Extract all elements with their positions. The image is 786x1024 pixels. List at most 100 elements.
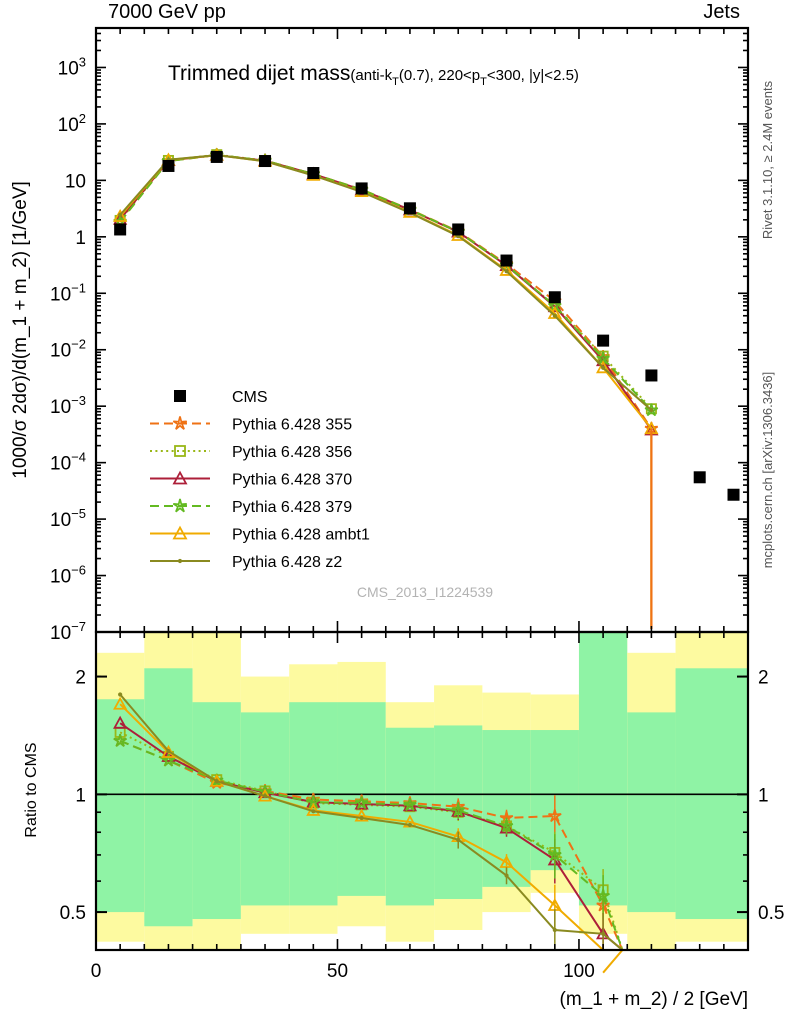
legend-item-pythia-6-428-ambt1[interactable] (150, 525, 210, 540)
ratio-uncertainty-bands (96, 632, 748, 950)
data-marker (118, 212, 123, 217)
x-tick-label: 0 (91, 961, 102, 982)
legend-label: Pythia 6.428 379 (232, 499, 352, 516)
header-analysis-category: Jets (703, 1, 740, 23)
series-line (119, 154, 653, 431)
data-marker (214, 779, 219, 784)
y-tick-label: 102 (58, 111, 86, 136)
data-marker (114, 223, 127, 236)
data-marker (727, 488, 740, 501)
legend-label: Pythia 6.428 370 (232, 472, 352, 489)
data-marker (262, 793, 268, 799)
data-marker (499, 819, 514, 832)
legend-label: Pythia 6.428 ambt1 (232, 527, 370, 544)
data-marker (113, 696, 128, 710)
y-tick-label: 103 (58, 54, 86, 79)
axis-ticks (95, 27, 749, 951)
x-tick-label: 100 (563, 961, 595, 982)
ratio-pythia-6-428-379 (113, 734, 624, 951)
series-line (119, 153, 653, 410)
y-tick-label: 1 (75, 228, 86, 249)
data-marker (172, 525, 188, 540)
data-marker (113, 734, 127, 747)
legend (150, 390, 210, 564)
legend-item-pythia-6-428-370[interactable] (150, 470, 210, 485)
series-pythia-6-428-ambt1 (113, 147, 659, 435)
data-marker (548, 291, 561, 304)
ratio-y-tick-label: 0.5 (60, 903, 86, 924)
ratio-pythia-6-428-z2 (118, 692, 624, 951)
legend-item-pythia-6-428-379[interactable] (150, 498, 210, 513)
y-tick-label: 10−7 (50, 619, 86, 644)
side-label-mcplots: mcplots.cern.ch [arXiv:1306.3436] (760, 372, 775, 569)
x-tick-label: 50 (327, 961, 348, 982)
band-green (192, 702, 241, 920)
data-marker (172, 498, 188, 513)
data-marker (403, 798, 417, 811)
data-marker (113, 715, 128, 729)
data-marker (162, 159, 175, 172)
ratio-y-tick-label-right: 1 (758, 785, 769, 806)
data-marker (359, 815, 364, 821)
header-collision-energy: 7000 GeV pp (108, 1, 226, 23)
data-marker (210, 150, 223, 163)
legend-item-pythia-6-428-355[interactable] (150, 416, 210, 430)
ratio-y-tick-label-right: 0.5 (758, 903, 784, 924)
series-pythia-6-428-370 (113, 147, 659, 436)
data-marker (166, 748, 171, 754)
data-marker (407, 822, 413, 828)
legend-label: Pythia 6.428 356 (232, 444, 352, 461)
series-pythia-6-428-379 (113, 148, 659, 417)
series-line (119, 154, 653, 430)
data-marker (645, 369, 658, 382)
data-marker (403, 202, 416, 215)
data-marker (354, 808, 369, 822)
data-marker (552, 313, 557, 318)
data-marker (174, 390, 186, 402)
legend-item-pythia-6-428-z2[interactable] (150, 558, 210, 564)
x-axis-label: (m_1 + m_2) / 2 [GeV] (560, 989, 749, 1010)
ratio-y-tick-label-right: 2 (758, 668, 769, 689)
series-pythia-6-428-356 (114, 149, 657, 415)
ratio-line (119, 739, 604, 897)
series-line (119, 154, 653, 430)
data-marker (601, 365, 606, 370)
data-marker (649, 408, 654, 413)
band-green (627, 712, 676, 913)
side-label-rivet: Rivet 3.1.10, ≥ 2.4M events (760, 80, 775, 239)
data-marker (113, 208, 128, 222)
analysis-id-watermark: CMS_2013_I1224539 (357, 584, 493, 600)
legend-label: Pythia 6.428 355 (232, 417, 352, 434)
data-marker (258, 784, 272, 798)
legend-item-pythia-6-428-356[interactable] (150, 445, 210, 457)
ratio-line-extend (602, 949, 624, 974)
band-green (96, 699, 145, 913)
data-marker (500, 254, 513, 267)
ratio-panel-frame (94, 630, 750, 952)
data-marker (456, 837, 461, 842)
data-marker (354, 796, 369, 810)
data-marker (259, 155, 272, 168)
data-marker (504, 873, 509, 878)
main-panel-series (113, 147, 740, 629)
series-cms (114, 150, 740, 501)
data-marker (499, 854, 514, 868)
data-marker (174, 445, 186, 457)
data-marker (355, 182, 368, 195)
series-pythia-6-428-z2 (118, 153, 654, 413)
data-marker (452, 223, 465, 236)
data-marker (548, 848, 562, 861)
main-y-axis-label: 1000/σ 2dσ)/d(m_1 + m_2) [1/GeV] (10, 181, 31, 479)
data-marker (597, 334, 610, 347)
band-green (240, 712, 290, 906)
legend-item-cms[interactable] (174, 390, 186, 402)
data-marker (504, 269, 509, 274)
legend-label: CMS (232, 389, 268, 406)
series-line (119, 154, 653, 411)
y-tick-label: 10 (65, 171, 86, 192)
ratio-line-extend (602, 895, 624, 951)
data-marker (595, 360, 611, 374)
data-marker (161, 748, 176, 762)
data-marker (209, 773, 224, 787)
data-marker (172, 416, 188, 430)
